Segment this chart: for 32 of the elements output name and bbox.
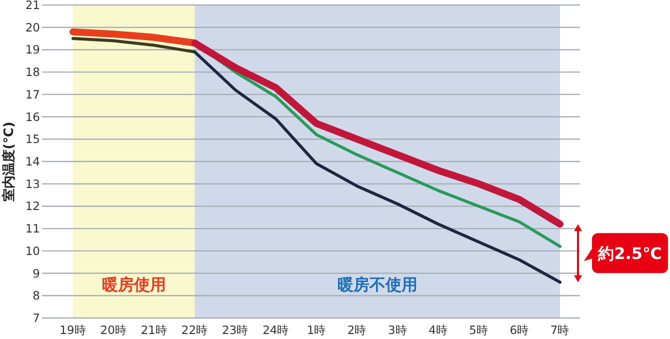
x-tick-label: 19時 [60,323,86,337]
x-tick-label: 5時 [469,323,488,337]
x-tick-label: 23時 [222,323,249,337]
y-tick-label: 11 [25,222,40,236]
y-tick-label: 10 [25,244,40,258]
y-tick-label: 21 [25,0,40,12]
y-tick-label: 14 [25,154,40,168]
x-tick-label: 7時 [550,323,570,337]
x-tick-label: 22時 [181,323,208,337]
y-tick-label: 19 [25,42,40,57]
y-tick-label: 20 [25,20,40,34]
y-tick-label: 8 [32,288,40,303]
y-tick-label: 16 [25,110,40,124]
x-tick-label: 6時 [510,323,530,337]
x-tick-label: 4時 [428,323,448,337]
y-tick-label: 17 [25,87,40,102]
y-tick-label: 7 [32,311,40,325]
band-label: 暖房使用 [102,275,166,294]
y-tick-label: 12 [25,199,40,214]
y-tick-label: 18 [25,65,40,80]
y-tick-label: 15 [25,132,40,146]
x-tick-label: 1時 [306,323,326,337]
x-tick-label: 21時 [140,323,168,337]
x-tick-label: 20時 [100,323,127,337]
y-axis-title: 室内温度(℃) [1,122,17,202]
band-label: 暖房不使用 [337,275,418,294]
text: 約2.5℃ [597,244,662,264]
x-tick-label: 2時 [347,323,367,337]
x-tick-label: 3時 [388,323,408,337]
y-tick-label: 13 [25,176,40,191]
y-tick-label: 9 [32,266,40,280]
x-tick-label: 24時 [262,323,290,337]
